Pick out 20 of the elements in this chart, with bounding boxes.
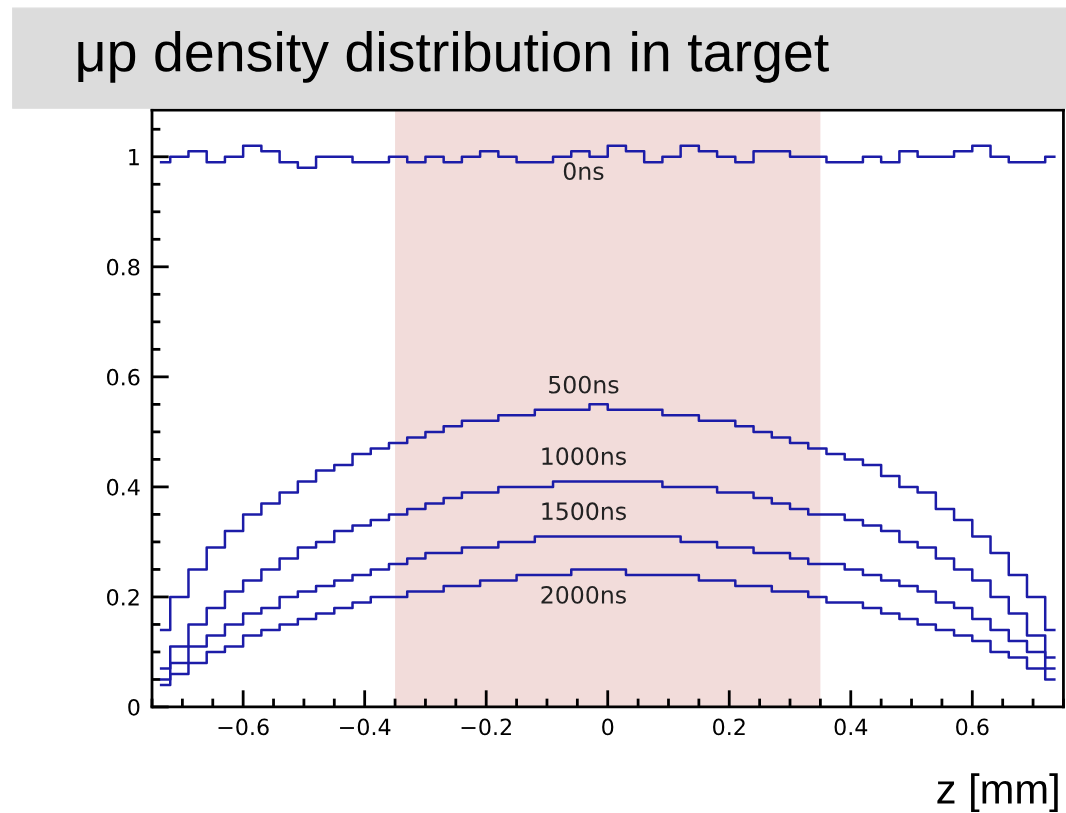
x-tick-label: 0	[602, 718, 614, 736]
x-tick-label: −0.6	[218, 718, 269, 736]
x-tick-label: −0.4	[340, 718, 391, 736]
chart-title: μp density distribution in target	[78, 31, 829, 83]
series-label: 2000ns	[541, 585, 626, 604]
x-tick-label: −0.2	[461, 718, 511, 736]
y-tick-label: 0.2	[107, 588, 139, 606]
series-label: 0ns	[563, 162, 604, 181]
x-tick-label: 0.4	[834, 718, 868, 736]
y-tick-label: 0.4	[107, 478, 140, 496]
x-tick-label: 0.6	[956, 718, 989, 736]
y-tick-label: 1	[129, 149, 139, 166]
x-tick-label: 0.2	[713, 718, 745, 736]
y-tick-label: 0.8	[107, 258, 140, 276]
y-tick-label: 0	[128, 698, 140, 716]
x-axis-title: z [mm]	[937, 773, 1058, 813]
y-tick-label: 0.6	[107, 368, 140, 386]
series-label: 500ns	[549, 375, 619, 394]
series-label: 1000ns	[542, 447, 626, 466]
series-label: 1500ns	[542, 502, 626, 521]
